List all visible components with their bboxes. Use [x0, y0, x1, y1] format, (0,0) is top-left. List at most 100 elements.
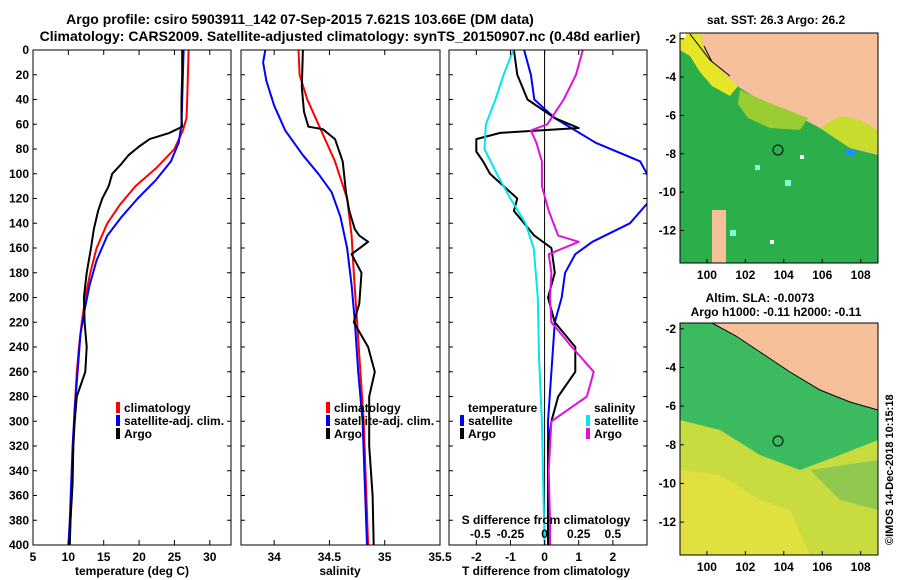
temperature-series-argo — [68, 50, 184, 545]
diff-legend-t-satellite: satellite — [468, 414, 513, 428]
diff-legend-salinity-title: salinity — [594, 401, 636, 415]
salinity-xtick-label: 34 — [267, 550, 281, 564]
depth-tick-label: 60 — [16, 117, 30, 131]
sst-ytick-label: -10 — [659, 185, 677, 199]
depth-tick-label: 300 — [9, 414, 29, 428]
sla-xtick-label: 106 — [812, 560, 832, 574]
sal-legend-argo: Argo — [334, 427, 362, 441]
depth-tick-label: 100 — [9, 167, 29, 181]
sla-ytick-label: -2 — [665, 322, 676, 336]
salinity-xlabel: salinity — [319, 564, 361, 578]
sla-ytick-label: -8 — [665, 438, 676, 452]
sst-ytick-label: -8 — [665, 147, 676, 161]
sla-ytick-label: -6 — [665, 399, 676, 413]
s-diff-tick-label: 0.5 — [605, 527, 622, 541]
sla-xtick-label: 108 — [851, 560, 871, 574]
sla-ytick-label: -4 — [665, 360, 676, 374]
salinity-series-satellite-adj-clim- — [262, 50, 368, 545]
depth-tick-label: 180 — [9, 266, 29, 280]
sla-ytick-label: -10 — [659, 476, 677, 490]
sst-ytick-label: -2 — [665, 32, 676, 46]
sst-map-title: sat. SST: 26.3 Argo: 26.2 — [707, 13, 846, 27]
depth-tick-label: 360 — [9, 489, 29, 503]
sst-argo-marker — [772, 144, 784, 156]
depth-tick-label: 160 — [9, 241, 29, 255]
depth-tick-label: 20 — [16, 68, 30, 82]
sla-map-title-line2: Argo h1000: -0.11 h2000: -0.11 — [691, 305, 862, 319]
temperature-xtick-label: 25 — [168, 550, 182, 564]
diff-legend-temperature-title: temperature — [468, 401, 538, 415]
sla-map-title-line1: Altim. SLA: -0.0073 — [706, 291, 815, 305]
sla-xtick-label: 104 — [774, 560, 794, 574]
sla-map: Altim. SLA: -0.0073 Argo h1000: -0.11 h2… — [659, 291, 879, 574]
temp-legend-climatology: climatology — [124, 401, 191, 415]
difference-legend: temperature satellite Argo salinity sate… — [460, 401, 639, 441]
difference-xtick-label: 1 — [575, 550, 582, 564]
temperature-xtick-label: 30 — [203, 550, 217, 564]
depth-tick-label: 380 — [9, 513, 29, 527]
salinity-panel: 34 34.5 35 35.5 climatology satellite-adj. … — [240, 49, 452, 578]
temperature-xtick-label: 15 — [97, 550, 111, 564]
sla-xtick-label: 100 — [697, 560, 717, 574]
figure-title-line1: Argo profile: csiro 5903911_142 07-Sep-2… — [66, 11, 534, 27]
difference-xtick-label: -1 — [505, 550, 516, 564]
difference-series-s-argo — [529, 50, 595, 545]
salinity-series-argo — [300, 50, 376, 545]
sla-argo-marker — [772, 435, 784, 447]
sla-land — [712, 323, 878, 410]
temperature-xtick-label: 5 — [30, 550, 37, 564]
difference-panel: -2 -1 0 1 2 temperature satellite Argo salin… — [448, 49, 648, 578]
salinity-xtick-label: 34.5 — [318, 550, 342, 564]
s-diff-tick-label: -0.25 — [497, 527, 525, 541]
difference-series-s-satellite — [483, 50, 546, 545]
temp-legend-argo: Argo — [124, 427, 152, 441]
salinity-series-climatology — [297, 50, 370, 545]
depth-tick-label: 280 — [9, 390, 29, 404]
depth-tick-label: 340 — [9, 464, 29, 478]
depth-tick-label: 140 — [9, 216, 29, 230]
figure-title-line2: Climatology: CARS2009. Satellite-adjuste… — [40, 28, 641, 44]
depth-tick-label: 240 — [9, 340, 29, 354]
sal-legend-climatology: climatology — [334, 401, 401, 415]
sst-map: sat. SST: 26.3 Argo: 26.2 100 102 104 106 10 — [659, 13, 879, 282]
depth-tick-label: 120 — [9, 192, 29, 206]
sla-xtick-label: 102 — [735, 560, 755, 574]
s-diff-tick-label: 0 — [541, 527, 548, 541]
sal-legend-satellite: satellite-adj. clim. — [334, 414, 434, 428]
s-difference-label: S difference from climatology — [462, 513, 631, 527]
sst-ytick-label: -6 — [665, 108, 676, 122]
depth-tick-label: 400 — [9, 538, 29, 552]
sst-xtick-label: 102 — [735, 268, 755, 282]
temperature-xlabel: temperature (deg C) — [75, 564, 189, 578]
sla-ytick-label: -12 — [659, 515, 677, 529]
difference-xtick-label: 0 — [541, 550, 548, 564]
salinity-xtick-label: 35 — [378, 550, 392, 564]
s-difference-ticks: -0.5 -0.25 0 0.25 0.5 — [470, 527, 622, 541]
temperature-legend: climatology satellite-adj. clim. Argo — [116, 401, 224, 441]
depth-tick-label: 40 — [16, 93, 30, 107]
depth-tick-label: 80 — [16, 142, 30, 156]
s-diff-tick-label: -0.5 — [470, 527, 491, 541]
diff-legend-s-argo: Argo — [594, 427, 622, 441]
depth-tick-label: 200 — [9, 291, 29, 305]
depth-tick-label: 0 — [22, 43, 29, 57]
temp-legend-satellite: satellite-adj. clim. — [124, 414, 224, 428]
sst-xtick-label: 100 — [697, 268, 717, 282]
depth-tick-label: 220 — [9, 315, 29, 329]
t-difference-xlabel: T difference from climatology — [462, 564, 630, 578]
difference-xtick-label: -2 — [471, 550, 482, 564]
sst-xtick-label: 106 — [812, 268, 832, 282]
salinity-legend: climatology satellite-adj. clim. Argo — [326, 401, 434, 441]
difference-series-t-argo — [475, 50, 580, 545]
difference-xtick-label: 2 — [610, 550, 617, 564]
depth-tick-label: 320 — [9, 439, 29, 453]
s-diff-tick-label: 0.25 — [567, 527, 591, 541]
sst-xtick-label: 108 — [851, 268, 871, 282]
temperature-xtick-label: 20 — [132, 550, 146, 564]
diff-legend-s-satellite: satellite — [594, 414, 639, 428]
depth-tick-label: 260 — [9, 365, 29, 379]
salinity-xtick-label: 35.5 — [428, 550, 452, 564]
sst-xtick-label: 104 — [774, 268, 794, 282]
temperature-panel: 0 20 40 60 80 100 120 140 160 180 200 220 240 260 280 3… — [9, 43, 232, 578]
